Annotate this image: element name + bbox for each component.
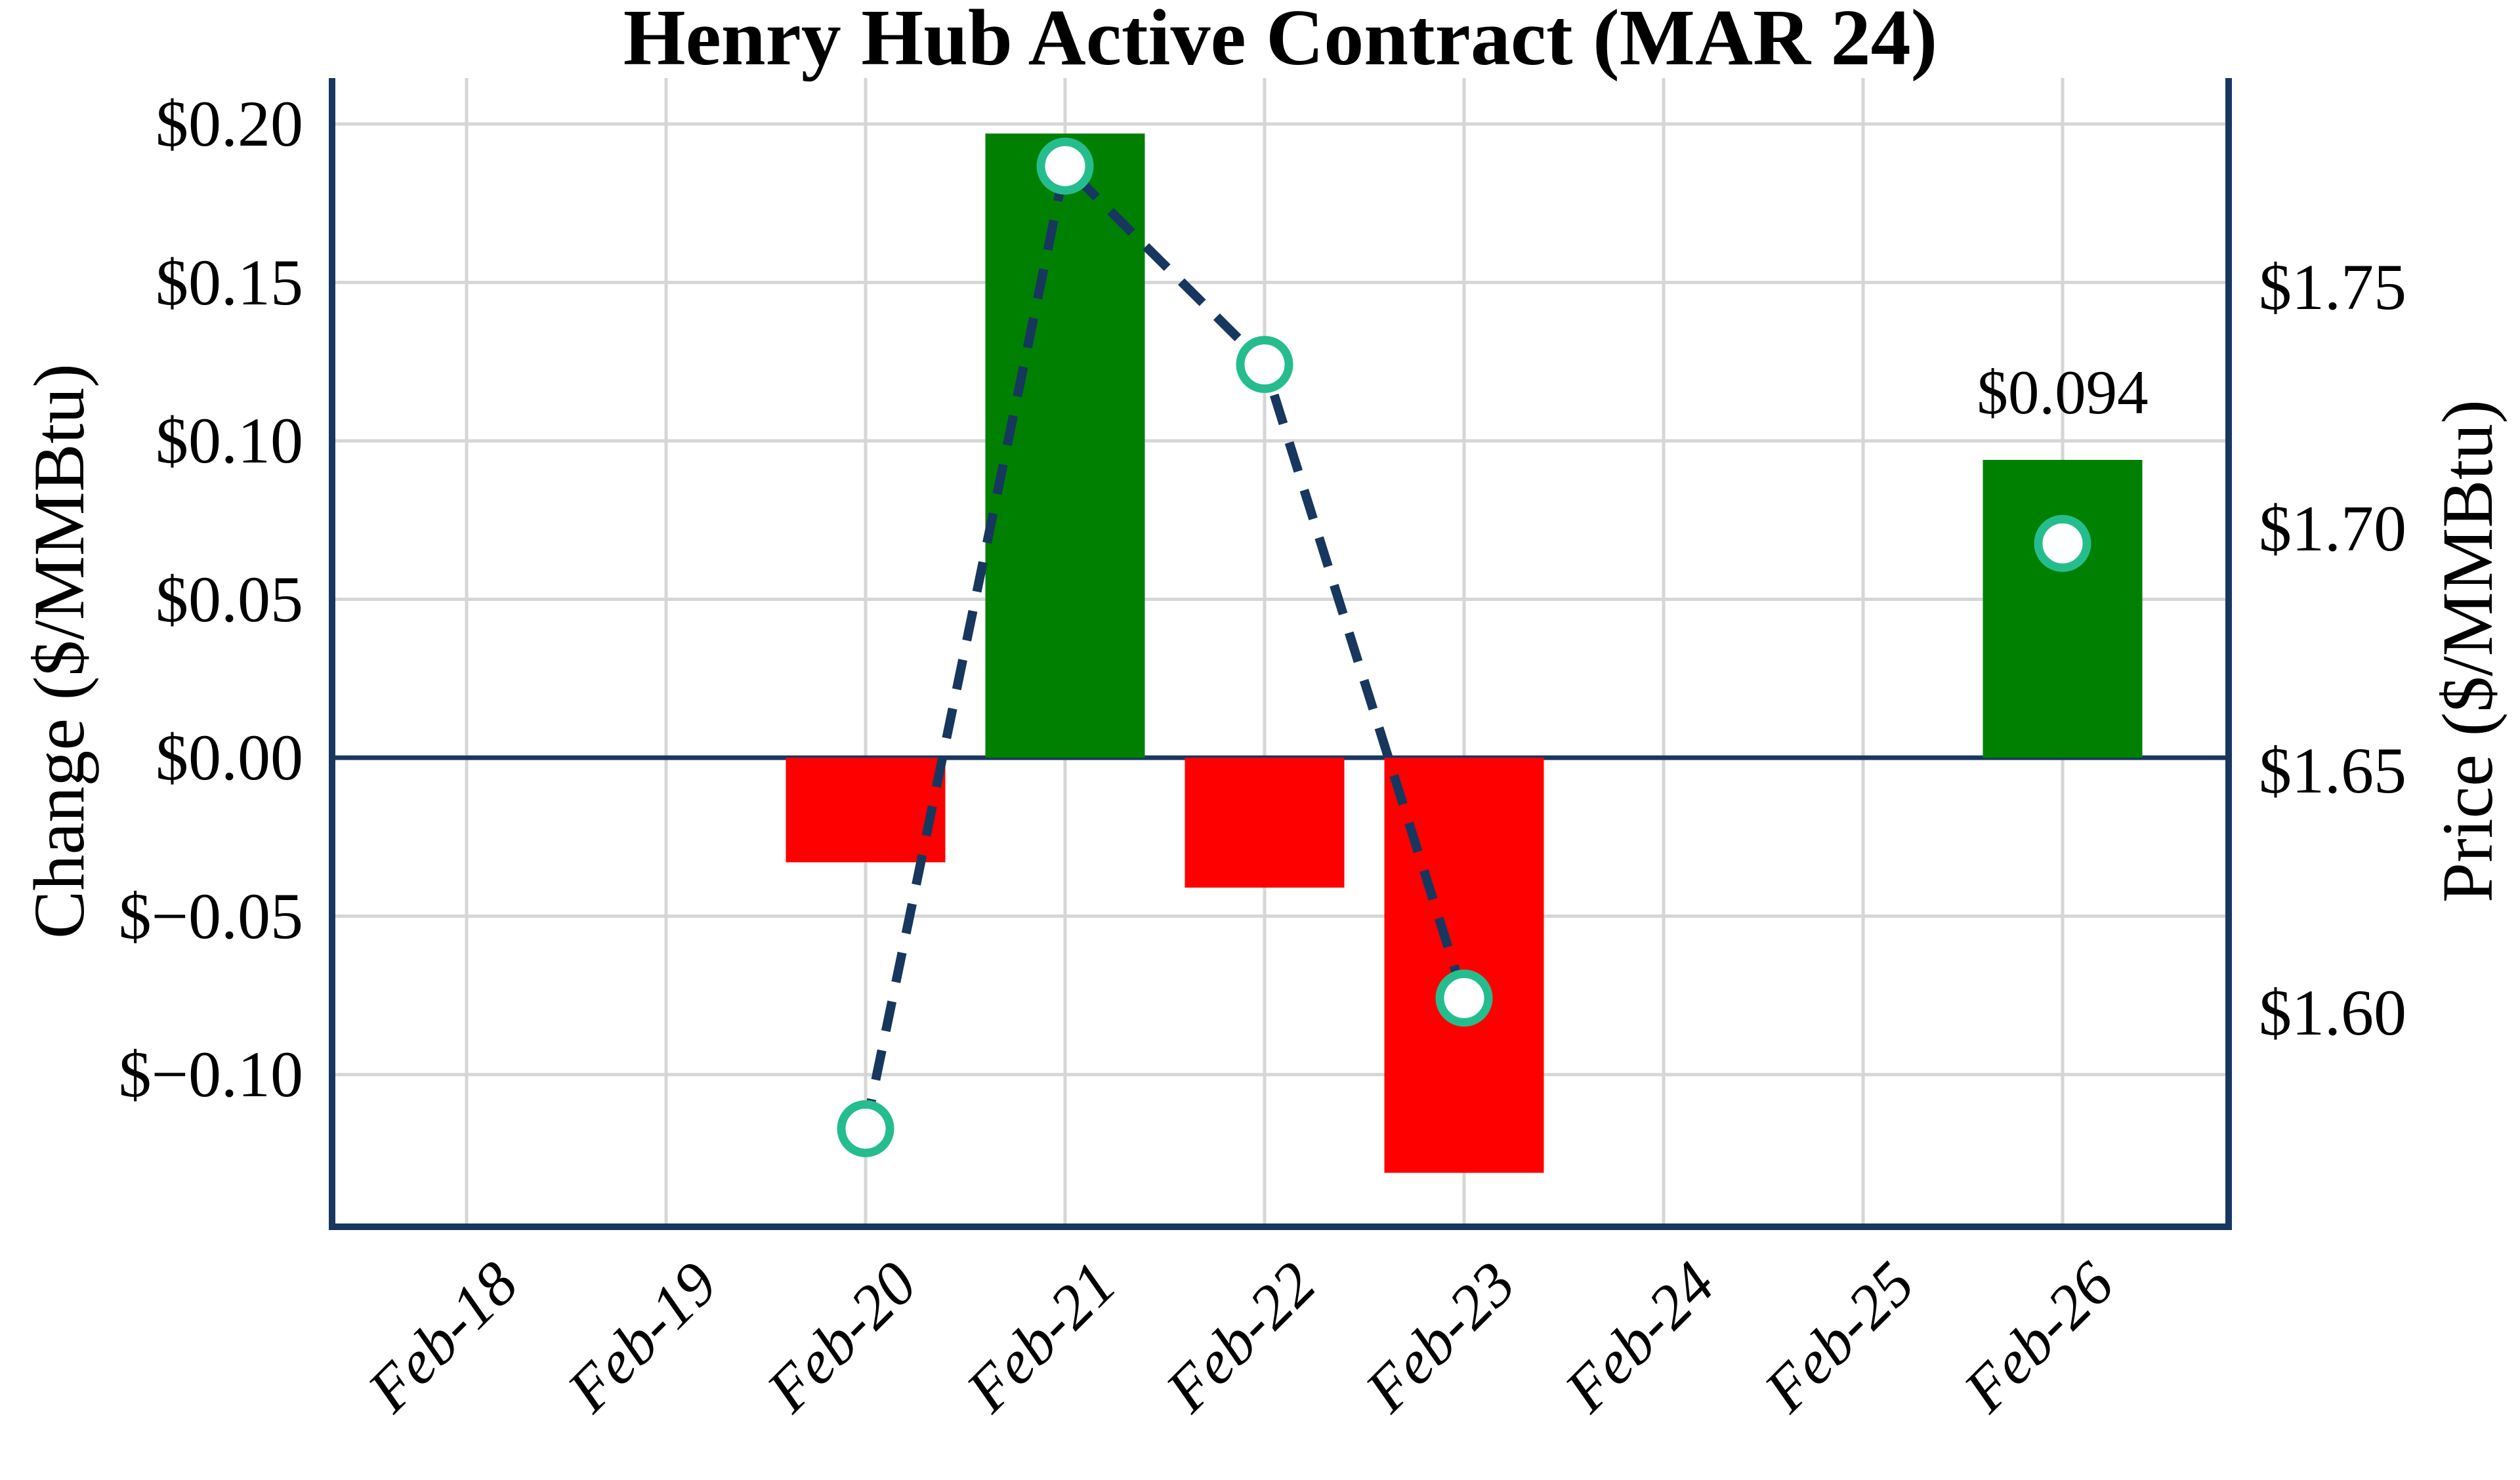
price-marker (837, 1100, 894, 1157)
right-axis-title: Price ($/MMBtu) (2427, 399, 2508, 903)
left-axis-tick-label: $0.05 (156, 562, 303, 636)
right-axis-tick-label: $1.65 (2259, 733, 2406, 807)
left-axis-tick-label: $0.10 (156, 404, 303, 478)
price-line (861, 157, 1469, 1130)
bar-negative (1185, 758, 1345, 888)
right-axis-title-wrap: Price ($/MMBtu) (2415, 78, 2520, 1223)
left-axis-tick-label: $0.20 (156, 87, 303, 161)
left-axis-tick-label: $0.15 (156, 245, 303, 319)
right-axis-tick-label: $1.70 (2259, 492, 2406, 565)
price-marker (1036, 137, 1094, 195)
price-marker (2034, 514, 2091, 572)
bar-negative (786, 758, 946, 863)
price-marker (1236, 336, 1293, 393)
chart-title: Henry Hub Active Contract (MAR 24) (623, 0, 1938, 82)
left-axis-tick-label: $0.00 (156, 721, 303, 794)
bar-positive (1983, 460, 2143, 758)
bottom-spine (329, 1223, 2232, 1230)
price-marker (1435, 969, 1493, 1027)
bar-positive (985, 133, 1145, 758)
left-axis-tick-label: $−0.10 (118, 1037, 303, 1111)
left-spine (329, 78, 335, 1230)
right-axis-tick-label: $1.75 (2259, 250, 2406, 323)
left-axis-tick-label: $−0.05 (118, 879, 303, 953)
bar-negative (1384, 758, 1544, 1173)
bar-value-annotation: $0.094 (1977, 358, 2149, 427)
plot-area (329, 78, 2232, 1230)
right-axis-tick-label: $1.60 (2259, 976, 2406, 1049)
right-spine (2225, 78, 2232, 1230)
